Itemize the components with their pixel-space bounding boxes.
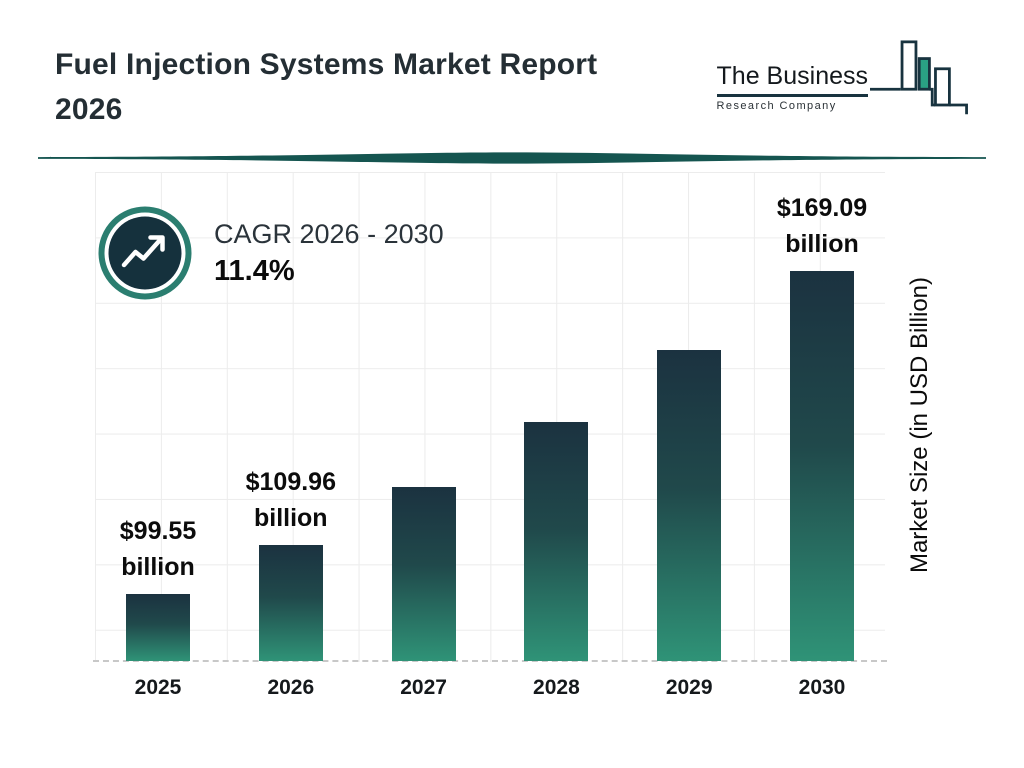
bar-column-2030: $169.09 billion [756, 190, 888, 661]
cagr-badge: CAGR 2026 - 2030 11.4% [97, 205, 444, 301]
x-tick-2030: 2030 [798, 676, 846, 699]
x-axis-baseline [93, 660, 887, 662]
bar-2030 [790, 271, 854, 661]
x-axis-labels: 2025 2026 2027 2028 2029 2030 [95, 676, 885, 706]
x-tick-2026: 2026 [267, 676, 315, 699]
x-tick-2028: 2028 [533, 676, 580, 699]
bar-2028 [524, 422, 589, 661]
bar-column-2025: $99.55 billion [92, 513, 224, 661]
cagr-label: CAGR 2026 - 2030 [214, 218, 444, 249]
bar-2027 [391, 487, 456, 661]
bar-chart: CAGR 2026 - 2030 11.4% $99.55 billion $109… [92, 172, 888, 662]
trend-up-icon [98, 206, 192, 300]
page-title-line2: 2026 [55, 93, 123, 126]
page-title: Fuel Injection Systems Market Report 2026 [55, 42, 597, 132]
page-title-line1: Fuel Injection Systems Market Report [55, 48, 598, 81]
x-tick-2025: 2025 [134, 676, 182, 699]
bar-column-2027 [358, 487, 490, 661]
bar-column-2026: $109.96 billion [225, 464, 357, 661]
bar-chart-logo-icon [870, 40, 968, 115]
bar-2026 [258, 545, 323, 661]
bar-value-label-2026: $109.96 billion [245, 467, 336, 532]
logo-subname: Research Company [716, 100, 837, 112]
company-logo: The Business Research Company [716, 36, 974, 120]
lens-divider [38, 150, 986, 166]
x-tick-2029: 2029 [665, 676, 713, 699]
cagr-value: 11.4% [214, 254, 295, 287]
cagr-text: CAGR 2026 - 2030 11.4% [214, 219, 444, 288]
bar-2029 [657, 350, 722, 661]
bar-value-label-2030: $169.09 billion [776, 193, 868, 258]
logo-name: The Business [716, 62, 868, 97]
bar-column-2029 [623, 350, 755, 661]
company-logo-text: The Business Research Company [716, 36, 868, 112]
bar-value-label-2025: $99.55 billion [119, 516, 197, 581]
x-tick-2027: 2027 [400, 676, 447, 699]
bar-2025 [126, 594, 190, 661]
y-axis-label: Market Size (in USD Billion) [906, 276, 933, 574]
bar-column-2028 [490, 422, 622, 661]
